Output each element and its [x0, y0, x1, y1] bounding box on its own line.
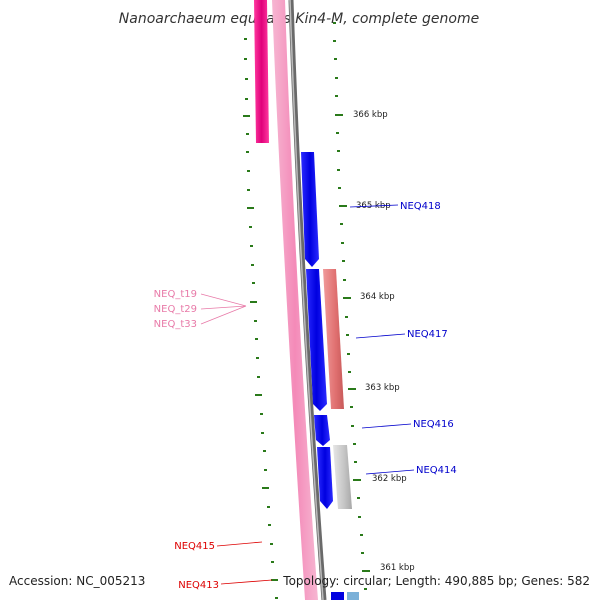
gene-label-neq-t19: NEQ_t19 — [154, 289, 197, 300]
cds-arrow-neq416 — [314, 415, 330, 446]
topology-summary-text: Topology: circular; Length: 490,885 bp; … — [282, 574, 590, 588]
genome-backbone — [288, 0, 327, 600]
genome-backbone-highlight — [289, 0, 324, 600]
reverse-gene-labels: NEQ415 NEQ413 — [174, 541, 273, 591]
rrna-feature — [323, 269, 344, 409]
cds-arrow-neq414 — [317, 447, 333, 509]
map-title: Nanoarchaeum equitans Kin4-M, complete g… — [119, 11, 479, 27]
gene-label-neq418: NEQ418 — [400, 201, 441, 212]
gene-label-neq-t33: NEQ_t33 — [154, 319, 197, 330]
tick-label: 364 kbp — [360, 292, 395, 302]
gene-label-neq415: NEQ415 — [174, 541, 215, 552]
tick-label: 366 kbp — [353, 110, 388, 120]
gene-label-neq417: NEQ417 — [407, 329, 448, 340]
gene-label-neq-t29: NEQ_t29 — [154, 304, 197, 315]
outer-tick-rail — [333, 22, 370, 590]
gene-label-neq413: NEQ413 — [178, 580, 219, 591]
gene-label-neq414: NEQ414 — [416, 465, 457, 476]
forward-gene-labels: NEQ418 NEQ417 NEQ416 NEQ414 — [349, 201, 457, 476]
other-feature-fragment — [347, 592, 359, 600]
tick-labels: 366 kbp 365 kbp 364 kbp 363 kbp 362 kbp … — [353, 110, 415, 573]
other-feature — [333, 445, 352, 509]
reverse-cds-feature — [254, 0, 269, 143]
tick-label: 361 kbp — [380, 563, 415, 573]
tick-label: 363 kbp — [365, 383, 400, 393]
cds-fragment — [331, 592, 344, 600]
trna-gene-labels: NEQ_t19 NEQ_t29 NEQ_t33 — [154, 289, 247, 330]
cds-arrow-neq417 — [306, 269, 327, 411]
accession-text: Accession: NC_005213 — [9, 574, 145, 588]
forward-cds-features — [301, 152, 344, 600]
cds-arrow-neq418 — [301, 152, 319, 267]
tick-label: 362 kbp — [372, 474, 407, 484]
gene-label-neq416: NEQ416 — [413, 419, 454, 430]
inner-tick-rail — [243, 38, 278, 599]
trna-band — [272, 0, 318, 600]
